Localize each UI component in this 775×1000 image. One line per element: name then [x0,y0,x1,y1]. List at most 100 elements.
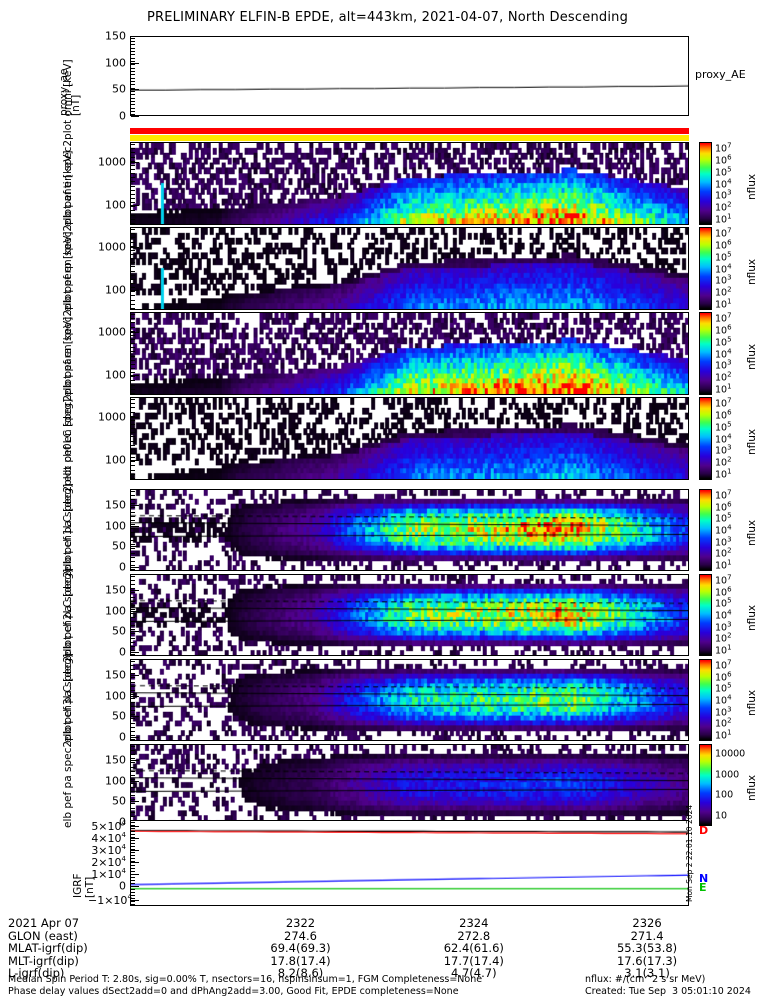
xaxis-value: 2322 [285,916,316,930]
cb-omni [699,142,712,225]
cb-ch0LC-tick: 106 [715,499,732,514]
cb-ch0LC-tick: 104 [715,523,732,537]
xaxis-row-label: L-igrf(dip) [8,966,65,980]
igrf-ytick: 0 [119,879,126,893]
pitch-ch0LC-ytick: 50 [112,539,126,553]
cb-anti [699,227,712,310]
pitch-ch3LC-ytick: 0 [119,815,126,829]
pitch-ch2LC-ytick: 100 [105,689,126,703]
footer-left-line2: Phase delay values dSect2add=0 and dPhAn… [8,986,459,997]
footer-right-line2: Created: Tue Sep 3 05:01:10 2024 [585,986,751,997]
cb-ch1LC-tick: 105 [715,596,732,610]
igrf-ylabel: IGRF [72,873,84,898]
pitch-ch2LC-ytick: 150 [105,668,126,682]
cb-perp-tick: 103 [715,358,732,372]
cb-anti-tick: 104 [715,261,732,276]
igrf-trace-label-E: E [699,881,707,895]
cb-para-tick: 104 [715,431,732,446]
cb-ch0LC-tick: 103 [715,535,732,549]
cb-ch2LC-label: nflux [746,689,758,716]
cb-para-tick: 106 [715,408,732,422]
xaxis-row-label: MLAT-igrf(dip) [8,941,88,955]
footer-left-line1: Median Spin Period T: 2.80s, sig=0.00% T… [8,974,483,985]
cb-omni-tick: 102 [715,200,732,214]
cb-ch1LC-tick: 101 [715,643,732,657]
igrf-trace-label-D: D [699,823,709,837]
energy-para-ytick: 1000 [98,410,126,424]
cb-ch1LC-tick: 106 [715,584,732,599]
cb-perp-tick: 107 [715,311,732,325]
cb-perp-tick: 101 [715,382,732,396]
energy-panel-perp [130,312,689,395]
pitch-panel-ch1LC [130,574,689,656]
cb-anti-tick: 101 [715,297,732,311]
pitch-panel-ch3LC [130,744,689,826]
energy-omni-ytick: 100 [105,198,126,212]
pitch-ch3LC-ytick: 100 [105,774,126,788]
xaxis-value: 62.4(61.6) [443,941,504,955]
cb-anti-tick: 102 [715,285,732,299]
page-title: PRELIMINARY ELFIN-B EPDE, alt=443km, 202… [146,10,629,25]
cb-perp-tick: 102 [715,370,732,384]
cb-ch3LC-tick: 10 [715,810,728,822]
cb-perp [699,312,712,395]
cb-ch0LC [699,489,712,571]
cb-ch1LC-tick: 102 [715,631,732,645]
cb-ch2LC-tick: 105 [715,681,732,695]
igrf-yunit: [nT] [84,876,96,898]
cb-ch0LC-label: nflux [746,519,758,546]
pitch-ch3LC-ylabel: elb pef pa spec2plot ch3LC [deg] [62,653,74,828]
cb-ch0LC-tick: 101 [715,558,732,572]
cb-ch0LC-tick: 105 [715,511,732,525]
cb-ch2LC-tick: 101 [715,728,732,742]
cb-ch1LC-tick: 107 [715,573,732,587]
cb-para-tick: 101 [715,467,732,481]
pitch-ch1LC-ytick: 100 [105,604,126,618]
cb-ch3LC-label: nflux [746,774,758,801]
cb-para-tick: 107 [715,396,732,410]
energy-para-ytick: 100 [105,453,126,467]
energy-perp-ytick: 1000 [98,325,126,339]
energy-perp-ytick: 100 [105,368,126,382]
status-bar-yellow [130,135,689,141]
energy-panel-para [130,397,689,480]
cb-anti-tick: 106 [715,238,732,252]
igrf-ytick: −1×104 [88,893,132,907]
proxy-ae-panel [130,36,689,116]
xaxis-row-label: MLT-igrf(dip) [8,953,79,968]
igrf-ytick: 5×104 [91,819,126,833]
cb-para-tick: 102 [715,455,732,469]
pitch-ch2LC-ytick: 50 [112,709,126,723]
igrf-created-stamp: Mon Sep 2 22:01:10 2024 [685,804,694,902]
footer-right-line1: nflux: #/(cm^2 s sr MeV) [585,974,706,985]
xaxis-value: 17.8(17.4) [270,953,331,968]
cb-para-tick: 105 [715,420,732,434]
cb-ch3LC [699,744,712,826]
cb-ch2LC-tick: 106 [715,669,732,684]
cb-perp-tick: 104 [715,346,732,361]
pitch-ch0LC-ytick: 0 [119,560,126,574]
proxy-ae-ytick: 100 [105,56,126,70]
proxy-ae-ytick: 0 [119,109,126,123]
cb-para-label: nflux [746,428,758,455]
cb-perp-tick: 105 [715,335,732,349]
cb-anti-tick: 105 [715,250,732,264]
cb-ch2LC-tick: 103 [715,705,732,719]
proxy-ae-ytick: 150 [105,29,126,43]
cb-omni-tick: 103 [715,188,732,202]
xaxis-value: 271.4 [630,928,664,943]
pitch-ch3LC-ytick: 50 [112,794,126,808]
xaxis-value: 272.8 [457,928,491,943]
pitch-ch1LC-ytick: 50 [112,624,126,638]
igrf-ytick: 4×104 [91,831,126,845]
cb-ch1LC [699,574,712,656]
xaxis-value: 2324 [459,916,489,930]
cb-ch2LC [699,659,712,741]
cb-ch0LC-tick: 107 [715,488,732,502]
proxy-ae-right-label: proxy_AE [695,68,746,81]
energy-anti-ytick: 1000 [98,240,126,254]
cb-omni-label: nflux [746,173,758,200]
cb-omni-tick: 107 [715,141,732,155]
pitch-ch0LC-ytick: 150 [105,498,126,512]
cb-anti-tick: 103 [715,273,732,287]
